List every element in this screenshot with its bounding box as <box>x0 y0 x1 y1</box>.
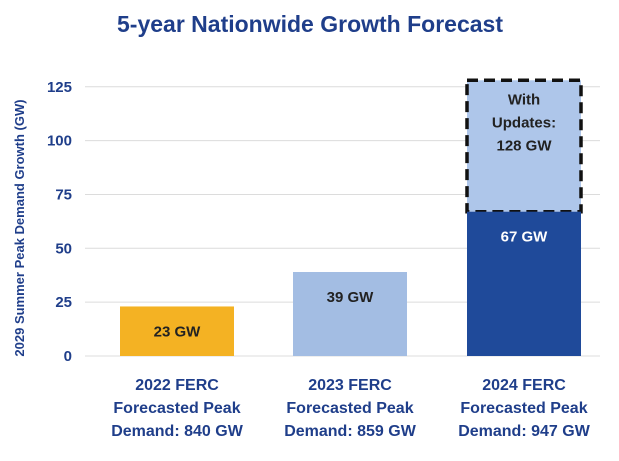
bar-data-label: 67 GW <box>501 229 549 246</box>
bar <box>293 272 407 356</box>
y-tick-label: 50 <box>55 240 72 257</box>
x-axis-categories: 2022 FERC Forecasted Peak Demand: 840 GW 20… <box>111 377 590 440</box>
update-bar-label: With <box>508 91 540 108</box>
bar <box>120 306 234 356</box>
bar-data-label: 23 GW <box>154 323 202 340</box>
category-label: 2023 FERC <box>308 377 392 394</box>
category-label: Demand: 947 GW <box>458 423 590 440</box>
y-tick-label: 0 <box>64 348 72 365</box>
update-bar-segment <box>467 80 581 212</box>
y-tick-label: 75 <box>55 186 72 203</box>
category-label: Demand: 840 GW <box>111 423 243 440</box>
update-bar-label: Updates: <box>492 114 556 131</box>
y-tick-label: 100 <box>47 133 72 150</box>
chart-title: 5-year Nationwide Growth Forecast <box>117 11 503 37</box>
category-label: 2024 FERC <box>482 377 566 394</box>
data-labels: 23 GW 39 GW With Updates: 128 GW 67 GW <box>154 91 556 340</box>
category-label: Demand: 859 GW <box>284 423 416 440</box>
category-label: Forecasted Peak <box>113 400 240 417</box>
category-label: Forecasted Peak <box>286 400 413 417</box>
bar-data-label: 39 GW <box>327 289 375 306</box>
y-axis-label: 2029 Summer Peak Demand Growth (GW) <box>12 99 27 356</box>
y-tick-label: 125 <box>47 79 72 96</box>
y-axis-ticks: 0 25 50 75 100 125 <box>47 79 72 365</box>
bar <box>467 211 581 356</box>
bars <box>120 78 583 356</box>
category-label: 2022 FERC <box>135 377 219 394</box>
category-label: Forecasted Peak <box>460 400 587 417</box>
update-bar-outline <box>465 78 583 214</box>
update-bar-label: 128 GW <box>496 137 552 154</box>
y-tick-label: 25 <box>55 294 72 311</box>
